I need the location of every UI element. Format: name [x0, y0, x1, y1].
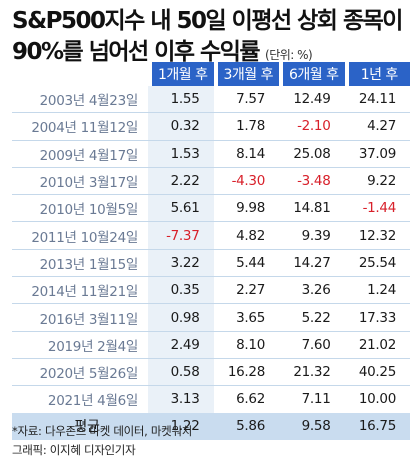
title-line-2: 90%를 넘어선 이후 수익률 (단위: %) — [12, 37, 412, 71]
header-1-month: 1개월 후 — [148, 62, 214, 86]
return-value: 16.28 — [213, 357, 279, 385]
return-value: 21.02 — [344, 330, 410, 358]
return-value: 6.62 — [213, 385, 279, 412]
header-blank — [12, 62, 148, 86]
row-date: 2004년 11월12일 — [12, 112, 148, 139]
return-value: 2.22 — [148, 166, 214, 195]
return-value: 7.11 — [279, 385, 345, 412]
return-value: 5.44 — [213, 248, 279, 276]
average-row: 평균 1.22 5.86 9.58 16.75 — [12, 412, 410, 440]
return-value: 7.60 — [279, 330, 345, 358]
return-value: 14.27 — [279, 248, 345, 276]
return-value: -3.48 — [279, 166, 345, 194]
table-row: 2010년 10월5일 5.61 9.98 14.81 -1.44 — [12, 194, 410, 222]
return-value: 1.78 — [213, 112, 279, 139]
row-date: 2021년 4월6일 — [12, 385, 148, 412]
table-row: 2009년 4월17일 1.53 8.14 25.08 37.09 — [12, 139, 410, 167]
return-value: 25.54 — [344, 248, 410, 276]
return-value: 4.82 — [213, 221, 279, 248]
return-value: -4.30 — [213, 166, 279, 194]
return-value: 37.09 — [344, 139, 410, 167]
return-value: 40.25 — [344, 357, 410, 385]
return-value: 9.98 — [213, 194, 279, 221]
title-line-1: S&P500지수 내 50일 이평선 상회 종목이 — [12, 8, 403, 34]
header-3-months: 3개월 후 — [213, 62, 279, 86]
return-value: 9.22 — [344, 166, 410, 194]
table-row: 2013년 1월15일 3.22 5.44 14.27 25.54 — [12, 248, 410, 277]
return-value: 25.08 — [279, 139, 345, 167]
average-label: 평균 — [12, 412, 148, 440]
source-note: *자료: 다우존스 마켓 데이터, 마켓워치 — [12, 424, 193, 438]
table-row: 2014년 11월21일 0.35 2.27 3.26 1.24 — [12, 276, 410, 304]
return-value: 2.49 — [148, 330, 214, 358]
header-1-year: 1년 후 — [344, 62, 410, 86]
average-value: 16.75 — [344, 412, 410, 440]
return-value: 21.32 — [279, 357, 345, 385]
row-date: 2010년 3월17일 — [12, 166, 148, 194]
row-date: 2011년 10월24일 — [12, 221, 148, 248]
return-value: -2.10 — [279, 112, 345, 139]
table-row: 2004년 11월12일 0.32 1.78 -2.10 4.27 — [12, 112, 410, 140]
return-value: 5.22 — [279, 303, 345, 330]
row-date: 2003년 4월23일 — [39, 93, 139, 110]
row-date: 2013년 1월15일 — [12, 248, 148, 276]
table-row: 2020년 5월26일 0.58 16.28 21.32 40.25 — [12, 357, 410, 386]
return-value: 14.81 — [279, 194, 345, 221]
return-value: 10.00 — [344, 385, 410, 412]
return-value: 0.32 — [148, 112, 214, 140]
title-line-2-text: 90%를 넘어선 이후 수익률 — [12, 39, 261, 65]
return-value: 3.13 — [148, 385, 214, 413]
return-value: 3.22 — [148, 248, 214, 277]
return-value: 1.53 — [148, 139, 214, 167]
return-value: 12.49 — [293, 91, 331, 108]
return-value: 24.11 — [358, 91, 396, 108]
return-value: 17.33 — [344, 303, 410, 330]
table-row: 2016년 3월11일 0.98 3.65 5.22 17.33 — [12, 303, 410, 331]
return-value: 8.14 — [213, 139, 279, 167]
row-date: 2014년 11월21일 — [12, 276, 148, 303]
return-value: 7.57 — [236, 91, 265, 108]
graphic-credit: 그래픽: 이지혜 디자인기자 — [12, 443, 136, 457]
return-value: 9.39 — [279, 221, 345, 248]
return-value: 0.58 — [148, 357, 214, 386]
row-date: 2016년 3월11일 — [12, 303, 148, 330]
unit-label: (단위: %) — [265, 48, 313, 62]
header-6-months: 6개월 후 — [279, 62, 345, 86]
return-value: 8.10 — [213, 330, 279, 358]
return-value: -7.37 — [148, 221, 214, 249]
page-title: S&P500지수 내 50일 이평선 상회 종목이 90%를 넘어선 이후 수익… — [12, 6, 412, 71]
table-row: 2011년 10월24일 -7.37 4.82 9.39 12.32 — [12, 221, 410, 249]
table-row: 2003년 4월23일 1.55 7.57 12.49 24.11 — [12, 86, 410, 113]
return-value: 1.24 — [344, 276, 410, 303]
return-value: 5.61 — [148, 194, 214, 222]
return-value: 4.27 — [344, 112, 410, 139]
row-date: 2009년 4월17일 — [12, 139, 148, 167]
return-value: 1.55 — [148, 86, 214, 113]
return-value: 3.26 — [279, 276, 345, 303]
footer: *자료: 다우존스 마켓 데이터, 마켓워치 그래픽: 이지혜 디자인기자 — [12, 422, 412, 460]
row-date: 2010년 10월5일 — [12, 194, 148, 221]
table-row: 2021년 4월6일 3.13 6.62 7.11 10.00 — [12, 385, 410, 413]
average-value: 5.86 — [213, 412, 279, 440]
table-body: 2003년 4월23일 1.55 7.57 12.49 24.11 2004년 11월12… — [12, 86, 410, 440]
return-value: 3.65 — [213, 303, 279, 330]
table-row: 2019년 2월4일 2.49 8.10 7.60 21.02 — [12, 330, 410, 358]
header-row: 1개월 후 3개월 후 6개월 후 1년 후 — [12, 62, 410, 86]
row-date: 2019년 2월4일 — [12, 330, 148, 358]
returns-table: 1개월 후 3개월 후 6개월 후 1년 후 2003년 4월23일 1.55 7.… — [12, 62, 410, 440]
average-value: 1.22 — [148, 412, 214, 440]
return-value: 2.27 — [213, 276, 279, 303]
table-row: 2010년 3월17일 2.22 -4.30 -3.48 9.22 — [12, 166, 410, 195]
return-value: 0.98 — [148, 303, 214, 331]
average-value: 9.58 — [279, 412, 345, 440]
return-value: 0.35 — [148, 276, 214, 304]
return-value: 12.32 — [344, 221, 410, 248]
row-date: 2020년 5월26일 — [12, 357, 148, 385]
return-value: -1.44 — [344, 194, 410, 221]
